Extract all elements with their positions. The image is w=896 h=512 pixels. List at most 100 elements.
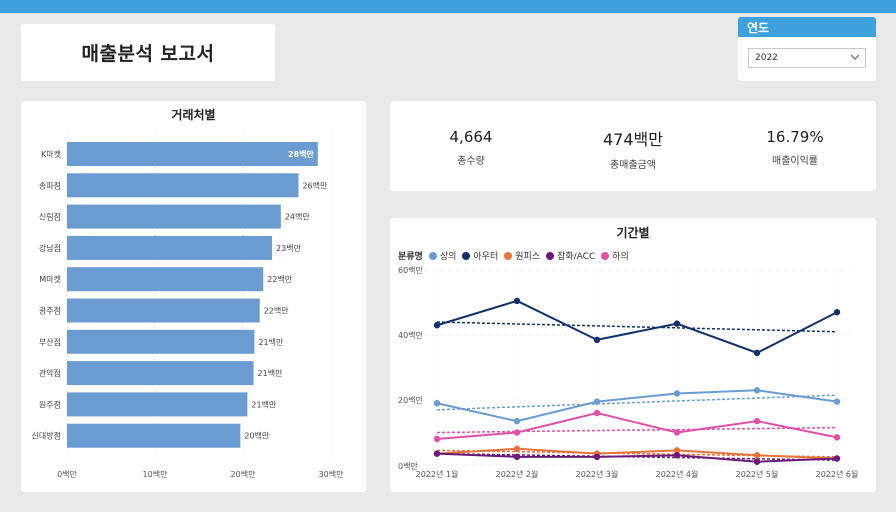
data-point	[753, 458, 761, 465]
legend-item[interactable]: 상의	[428, 249, 457, 262]
data-point	[753, 417, 761, 425]
data-label: 24백만	[285, 212, 311, 222]
year-slicer-label: 연도	[738, 17, 876, 37]
category-label: 관악점	[39, 368, 61, 378]
bar-chart-card: 거래처별 0백만 10백만 20백만 30백만 K마켓 28백만 송파점 26백만 신림점 24백…	[21, 101, 366, 492]
kpi-total-sales: 474백만 총매출금액	[552, 101, 714, 191]
data-point	[673, 390, 681, 397]
data-label: 20백만	[244, 431, 270, 441]
legend-title: 분류명	[398, 252, 423, 262]
data-label: 21백만	[258, 368, 284, 378]
bar	[67, 173, 299, 198]
data-point	[673, 447, 681, 454]
legend-label: 상의	[439, 252, 457, 262]
bar	[67, 204, 281, 229]
line-chart-title: 기간별	[616, 226, 650, 240]
x-tick-label: 2022년 1월	[416, 469, 459, 479]
report-title-card: 매출분석 보고서	[21, 24, 275, 81]
bar-chart-title: 거래처별	[171, 108, 216, 122]
trend-line	[436, 449, 838, 458]
year-slicer[interactable]: 연도 2022	[738, 17, 876, 81]
data-label: 21백만	[251, 399, 277, 409]
x-tick-label: 10백만	[143, 469, 169, 479]
top-accent-bar	[0, 0, 896, 13]
data-label: 21백만	[258, 337, 284, 347]
legend-item[interactable]: 아우터	[462, 249, 498, 262]
data-point	[833, 455, 841, 462]
y-tick-label: 60백만	[398, 265, 424, 275]
series-line	[436, 389, 838, 423]
data-point	[433, 450, 441, 457]
category-label: 강남점	[39, 243, 61, 253]
data-point	[513, 297, 521, 305]
data-label: 22백만	[267, 274, 293, 284]
report-title: 매출분석 보고서	[81, 43, 215, 65]
legend-item[interactable]: 하의	[601, 249, 629, 262]
legend-item[interactable]: 원피스	[504, 249, 540, 262]
data-label: 28백만	[288, 149, 314, 159]
bar	[67, 298, 260, 323]
series-line	[436, 452, 838, 463]
bar	[67, 392, 248, 417]
data-point	[753, 349, 761, 357]
trend-line	[436, 394, 838, 411]
legend-item[interactable]: 잡화/ACC	[546, 249, 595, 262]
y-tick-label: 0백만	[398, 461, 418, 471]
category-label: 신림점	[39, 212, 61, 222]
legend-dot	[601, 251, 610, 260]
kpi-label: 매출이익률	[772, 156, 818, 167]
bar	[67, 423, 241, 448]
legend-label: 아우터	[473, 252, 499, 262]
data-point	[673, 452, 681, 459]
data-point	[433, 435, 441, 443]
x-tick-label: 2022년 4월	[656, 469, 699, 479]
kpi-label: 총수량	[457, 156, 485, 167]
bar	[67, 235, 273, 260]
legend-dot	[428, 251, 437, 260]
data-point	[833, 434, 841, 441]
y-tick-label: 20백만	[398, 395, 424, 405]
data-point	[433, 322, 441, 329]
data-point	[593, 336, 601, 344]
data-point	[833, 309, 841, 316]
data-point	[593, 398, 601, 405]
data-point	[833, 398, 841, 405]
kpi-label: 총매출금액	[610, 160, 656, 171]
series-line	[436, 411, 838, 440]
data-label: 22백만	[264, 306, 290, 316]
year-dropdown-value: 2022	[755, 53, 778, 63]
line-chart-legend: 분류명 상의 아우터 원피스 잡화/ACC 하의	[398, 249, 635, 262]
data-point	[513, 417, 521, 425]
x-tick-label: 2022년 5월	[736, 469, 779, 479]
data-point	[593, 409, 601, 417]
trend-line	[436, 426, 838, 434]
x-tick-label: 2022년 6월	[816, 469, 859, 479]
data-point	[673, 429, 681, 436]
category-label: 광주점	[39, 306, 61, 316]
series-line	[436, 299, 838, 354]
data-point	[433, 400, 441, 407]
bar	[67, 142, 318, 166]
data-point	[513, 445, 521, 452]
line-chart: 0백만 20백만 40백만 60백만 2022년 1월 2022년 2월 2022년 3월 2…	[398, 265, 859, 479]
kpi-value: 474백만	[603, 130, 663, 149]
trend-line	[436, 321, 838, 333]
data-label: 23백만	[276, 243, 302, 253]
category-label: 송파점	[39, 180, 61, 190]
category-label: M마켓	[39, 274, 61, 284]
y-tick-label: 40백만	[398, 330, 424, 340]
x-tick-label: 30백만	[319, 469, 345, 479]
data-point	[753, 387, 761, 394]
kpi-value: 16.79%	[766, 128, 824, 146]
data-point	[753, 452, 761, 459]
legend-dot	[462, 251, 471, 260]
category-label: K마켓	[41, 149, 61, 159]
x-tick-label: 2022년 2월	[496, 469, 539, 479]
kpi-value: 4,664	[449, 128, 493, 146]
data-point	[513, 453, 521, 461]
year-dropdown[interactable]: 2022	[748, 48, 866, 68]
data-point	[673, 320, 681, 327]
chevron-down-icon[interactable]	[849, 51, 861, 63]
category-label: 원주점	[39, 399, 61, 409]
